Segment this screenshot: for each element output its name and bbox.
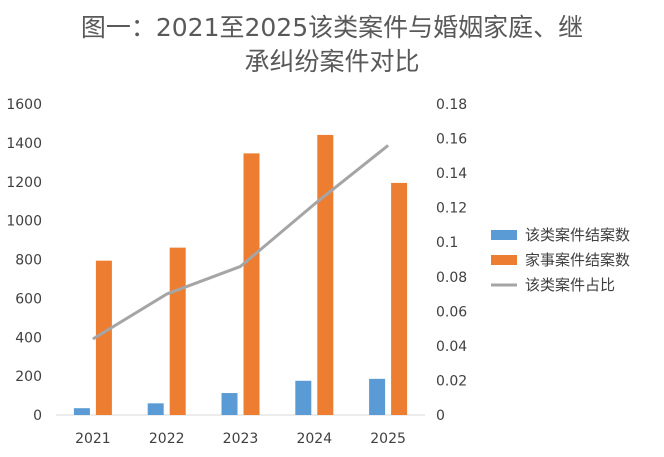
y-right-tick-label: 0.12 (436, 201, 467, 217)
bar-family-case-count (391, 182, 408, 415)
legend-swatch (491, 230, 517, 240)
bar-family-case-count (243, 153, 260, 415)
x-tick-label: 2025 (370, 431, 406, 447)
y-left-tick-label: 200 (15, 369, 42, 385)
bar-family-case-count (95, 260, 112, 415)
y-left-tick-label: 600 (15, 291, 42, 307)
y-right-tick-label: 0.08 (436, 270, 467, 286)
bar-case-count (147, 403, 164, 415)
y-right-tick-label: 0.16 (436, 132, 467, 148)
legend-label: 家事案件结案数 (525, 251, 630, 269)
chart-title-line1: 图一：2021至2025该类案件与婚姻家庭、继 (80, 13, 584, 42)
x-tick-label: 2024 (296, 431, 332, 447)
x-tick-label: 2021 (75, 431, 111, 447)
legend-item: 该类案件结案数 (491, 226, 630, 244)
bar-case-count (221, 393, 238, 415)
y-right-tick-label: 0.14 (436, 166, 467, 182)
y-right-tick-label: 0.18 (436, 97, 467, 113)
y-right-tick-label: 0.1 (436, 235, 458, 251)
x-tick-label: 2022 (149, 431, 185, 447)
bar-family-case-count (317, 134, 334, 415)
y-left-tick-label: 0 (33, 408, 42, 424)
y-right-tick-label: 0.06 (436, 304, 467, 320)
bar-case-count (295, 380, 312, 415)
bar-case-count (369, 378, 386, 415)
y-right-tick-label: 0 (436, 408, 445, 424)
chart-title-line2: 承纠纷案件对比 (244, 47, 420, 76)
legend-swatch (491, 255, 517, 265)
x-tick-label: 2023 (223, 431, 259, 447)
legend-label: 该类案件结案数 (525, 226, 630, 244)
legend-label: 该类案件占比 (525, 276, 615, 294)
bar-case-count (73, 408, 90, 415)
y-right-tick-label: 0.04 (436, 339, 467, 355)
y-left-tick-label: 1600 (6, 97, 42, 113)
y-left-tick-label: 1000 (6, 214, 42, 230)
line-ratio-series (92, 144, 390, 341)
bar-family-case-count (169, 247, 186, 415)
y-right-tick-label: 0.02 (436, 373, 467, 389)
y-left-tick-label: 1200 (6, 175, 42, 191)
y-left-tick-label: 1400 (6, 136, 42, 152)
y-left-tick-label: 800 (15, 253, 42, 269)
legend-item: 该类案件占比 (491, 276, 615, 294)
legend-item: 家事案件结案数 (491, 251, 630, 269)
y-left-tick-label: 400 (15, 330, 42, 346)
